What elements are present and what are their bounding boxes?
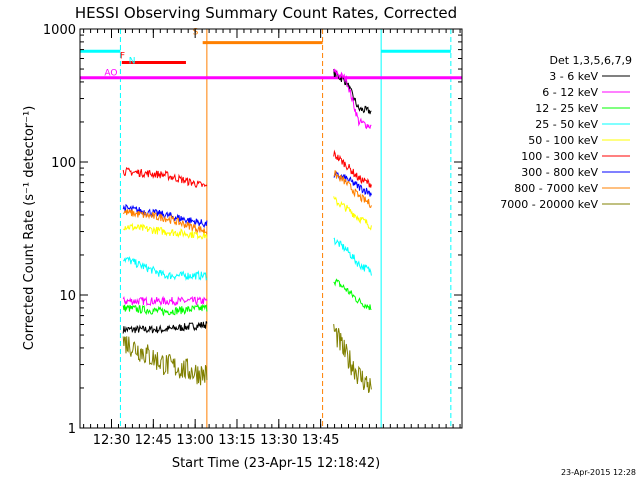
x-tick-label-2: 13:00 <box>176 433 213 448</box>
series-line-8 <box>122 324 372 394</box>
x-tick-label-5: 13:45 <box>302 433 339 448</box>
flag-label-n: N <box>129 56 136 66</box>
x-axis-label: Start Time (23-Apr-15 12:18:42) <box>172 456 380 471</box>
series-line-3 <box>123 237 372 282</box>
series-line-5 <box>122 149 372 188</box>
y-tick-label-0: 1 <box>68 422 76 437</box>
series-line-7 <box>123 169 372 235</box>
plot-area: N AOF S <box>79 28 462 428</box>
y-axis-label: Corrected Count Rate (s⁻¹ detector⁻¹) <box>22 106 37 351</box>
x-tick-label-3: 13:15 <box>218 433 255 448</box>
legend-label-6: 300 - 800 keV <box>521 166 598 179</box>
y-tick-label-1: 10 <box>59 289 76 304</box>
plot-frame <box>79 28 463 429</box>
legend-label-1: 6 - 12 keV <box>542 86 598 99</box>
flag-label-ao: AO <box>104 69 117 79</box>
chart-title: HESSI Observing Summary Count Rates, Cor… <box>75 4 457 22</box>
legend-label-5: 100 - 300 keV <box>521 150 598 163</box>
legend-title: Det 1,3,5,6,7,9 <box>549 54 632 67</box>
x-tick-label-4: 13:30 <box>260 433 297 448</box>
legend-label-2: 12 - 25 keV <box>535 102 598 115</box>
footer-date: 23-Apr-2015 12:28 <box>561 468 636 477</box>
legend: Det 1,3,5,6,7,9 3 - 6 keV 6 - 12 keV 12 - … <box>500 54 632 211</box>
y-tick-label-2: 100 <box>51 156 76 171</box>
series-line-2 <box>122 278 372 317</box>
legend-label-4: 50 - 100 keV <box>528 134 598 147</box>
y-tick-label-3: 1000 <box>43 23 76 38</box>
legend-label-0: 3 - 6 keV <box>549 70 598 83</box>
legend-label-8: 7000 - 20000 keV <box>500 198 598 211</box>
legend-label-7: 800 - 7000 keV <box>514 182 598 195</box>
series-line-4 <box>123 196 372 240</box>
axes: 1 10 100 1000 12:30 12:45 13:00 13:15 13:30 13:45 <box>43 23 463 448</box>
flag-label-s: S <box>193 28 199 38</box>
x-tick-label-1: 12:45 <box>135 433 172 448</box>
legend-label-3: 25 - 50 keV <box>535 118 598 131</box>
flag-label-f: F <box>120 51 125 61</box>
series-line-0 <box>122 69 372 334</box>
x-tick-label-0: 12:30 <box>93 433 130 448</box>
series-line-1 <box>122 68 372 307</box>
